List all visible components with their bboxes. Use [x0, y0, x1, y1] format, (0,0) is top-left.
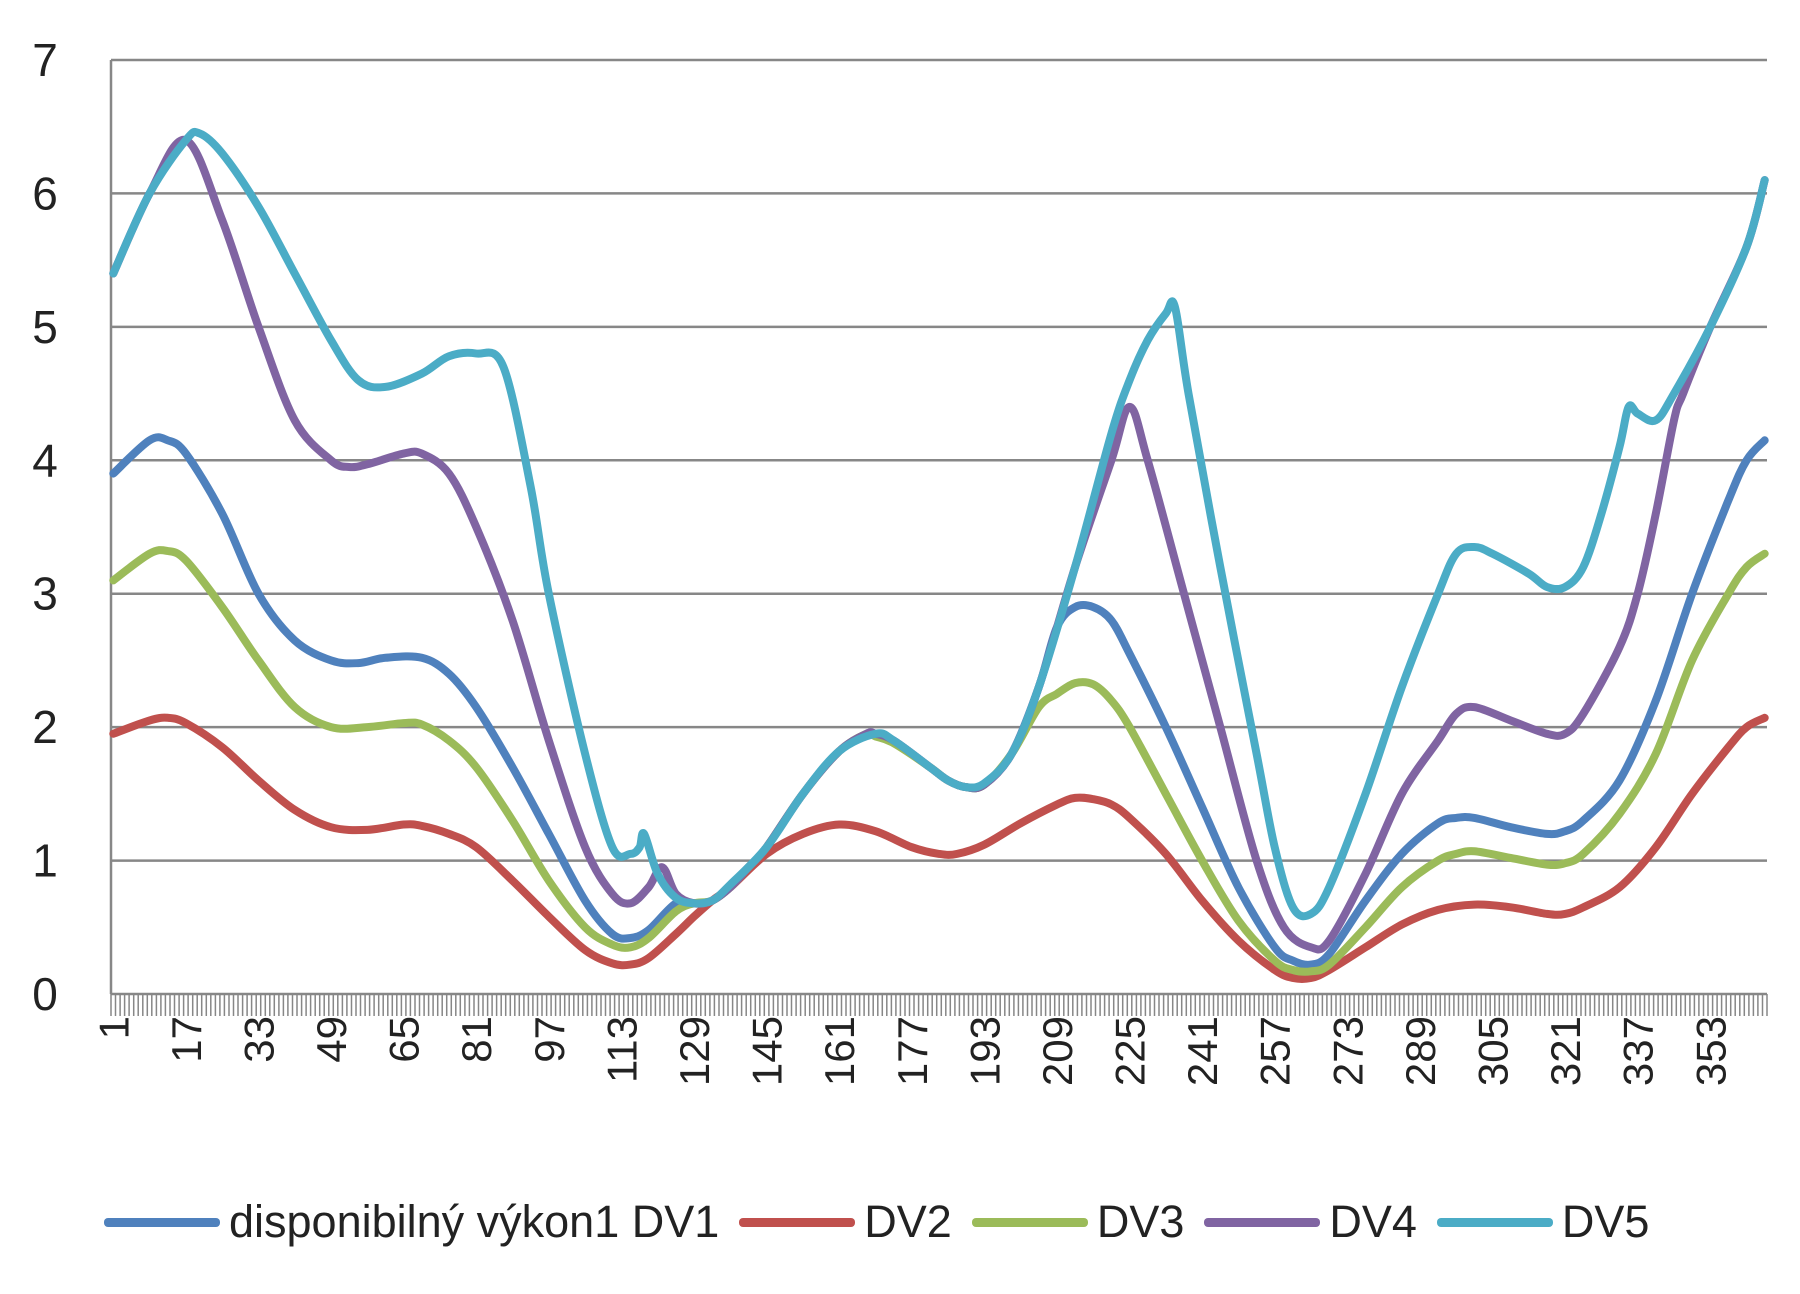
x-tick-label: 49	[308, 1016, 355, 1063]
legend-label: DV5	[1561, 1196, 1650, 1247]
x-tick-label: 209	[1034, 1016, 1081, 1086]
legend-swatch	[739, 1217, 856, 1227]
y-tick-label: 2	[32, 701, 58, 753]
y-tick-label: 5	[32, 301, 58, 353]
x-tick-label: 353	[1687, 1016, 1734, 1086]
series-line-dv2	[109, 713, 1769, 983]
legend-swatch	[1436, 1217, 1553, 1227]
legend-item: DV5	[1436, 1196, 1650, 1248]
series-line-dv1	[109, 433, 1769, 969]
legend-item: DV4	[1204, 1196, 1417, 1248]
legend-swatch	[104, 1217, 220, 1227]
x-tick-label: 81	[453, 1016, 500, 1063]
x-axis-tick-marks	[110, 994, 1768, 1016]
x-tick-label: 193	[961, 1016, 1008, 1086]
x-tick-label: 305	[1470, 1016, 1517, 1086]
x-tick-label: 33	[235, 1016, 282, 1063]
legend-item: DV3	[971, 1196, 1185, 1248]
x-tick-label: 241	[1179, 1016, 1226, 1086]
y-tick-label: 1	[32, 835, 58, 887]
x-tick-label: 337	[1615, 1016, 1662, 1086]
x-tick-label: 225	[1107, 1016, 1154, 1086]
legend-label: disponibilný výkon1 DV1	[229, 1196, 720, 1247]
x-tick-label: 65	[381, 1016, 428, 1063]
y-tick-label: 3	[32, 568, 58, 620]
legend-label: DV2	[864, 1196, 952, 1247]
legend-item: disponibilný výkon1 DV1	[104, 1196, 719, 1248]
legend: disponibilný výkon1 DV1 DV2 DV3 DV4 DV5	[104, 1192, 1669, 1252]
legend-label: DV4	[1329, 1196, 1417, 1247]
x-tick-label: 273	[1324, 1016, 1371, 1086]
x-tick-label: 177	[889, 1016, 936, 1086]
legend-swatch	[1204, 1217, 1321, 1227]
x-tick-label: 289	[1397, 1016, 1444, 1086]
x-tick-label: 129	[671, 1016, 718, 1086]
legend-item: DV2	[739, 1196, 952, 1248]
x-tick-label: 17	[163, 1016, 210, 1063]
legend-swatch	[971, 1217, 1088, 1227]
series-line-dv5	[109, 127, 1769, 921]
x-tick-label: 145	[744, 1016, 791, 1086]
x-tick-label: 113	[598, 1016, 645, 1083]
y-tick-label: 4	[32, 434, 58, 486]
x-tick-label: 321	[1542, 1016, 1589, 1086]
y-tick-label: 0	[32, 968, 58, 1020]
x-tick-label: 161	[816, 1016, 863, 1086]
legend-label: DV3	[1096, 1196, 1185, 1247]
x-tick-label: 97	[526, 1016, 573, 1063]
x-tick-label: 1	[90, 1016, 137, 1039]
y-tick-label: 6	[32, 167, 58, 219]
y-tick-label: 7	[32, 34, 58, 86]
x-tick-label: 257	[1252, 1016, 1299, 1086]
